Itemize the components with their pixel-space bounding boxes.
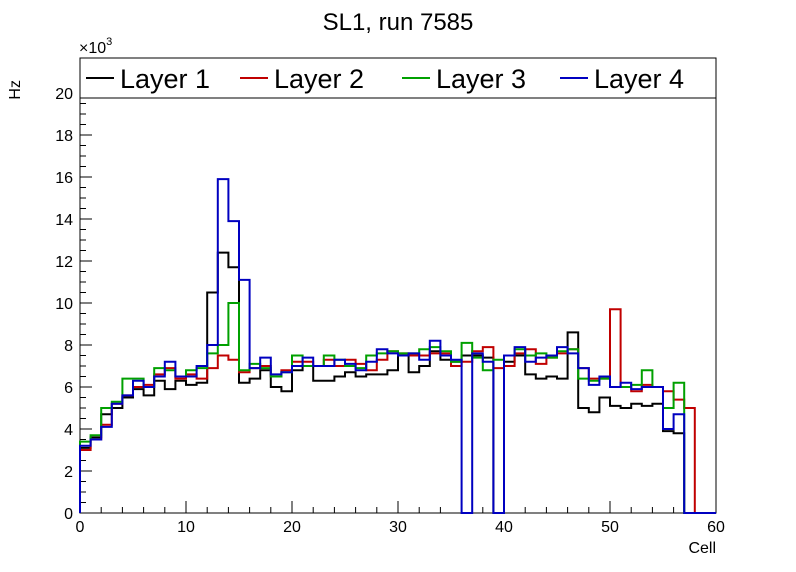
series-line-layer-4	[79, 178, 716, 514]
series-line-layer-1	[79, 251, 716, 514]
y-tick-label: 12	[55, 254, 73, 271]
y-tick-label: 2	[64, 464, 73, 481]
y-multiplier-exp: 3	[106, 36, 112, 48]
x-tick-label: 0	[76, 519, 85, 536]
y-tick-label: 0	[64, 506, 73, 523]
plot-frame	[79, 71, 717, 514]
series-line-layer-2	[79, 308, 716, 514]
y-tick-label: 20	[55, 86, 73, 103]
y-tick-label: 14	[55, 212, 73, 229]
legend-label-layer-3: Layer 3	[436, 64, 526, 94]
legend: Layer 1 Layer 2 Layer 3 Layer 4	[86, 64, 684, 94]
legend-label-layer-2: Layer 2	[274, 64, 364, 94]
x-tick-label: 10	[177, 519, 195, 536]
x-tick-label: 40	[495, 519, 513, 536]
x-axis: 0 10 20 30 40 50 60	[76, 501, 725, 536]
y-axis: 0 2 4 6 8 10 12 14 16 18 20	[55, 71, 92, 523]
y-multiplier-base: ×10	[79, 40, 106, 57]
legend-box	[79, 57, 717, 99]
x-tick-label: 20	[283, 519, 301, 536]
x-tick-label: 30	[389, 519, 407, 536]
y-tick-label: 10	[55, 296, 73, 313]
y-tick-label: 8	[64, 338, 73, 355]
chart-title: SL1, run 7585	[323, 9, 474, 36]
y-tick-label: 16	[55, 170, 73, 187]
y-tick-label: 18	[55, 128, 73, 145]
x-axis-label: Cell	[688, 540, 716, 557]
legend-label-layer-1: Layer 1	[120, 64, 210, 94]
y-multiplier: ×103	[79, 36, 112, 57]
legend-label-layer-4: Layer 4	[594, 64, 684, 94]
y-tick-label: 6	[64, 380, 73, 397]
x-tick-label: 60	[707, 519, 725, 536]
series-group	[79, 178, 716, 514]
x-tick-label: 50	[601, 519, 619, 536]
y-tick-label: 4	[64, 422, 73, 439]
y-axis-label: Hz	[7, 80, 24, 100]
